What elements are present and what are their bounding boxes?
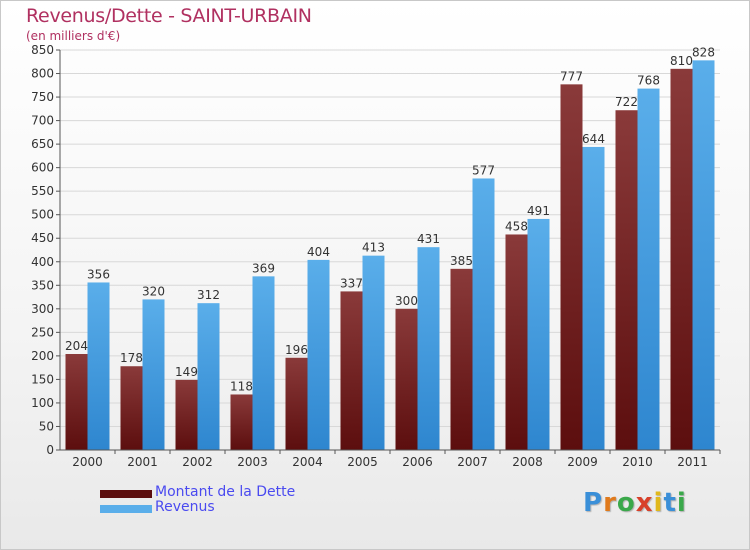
- y-tick-label: 600: [31, 161, 54, 175]
- logo-letter: o: [616, 488, 636, 518]
- logo-letter: P: [583, 488, 604, 518]
- bar-revenus: [142, 299, 165, 450]
- y-tick-label: 0: [46, 443, 54, 457]
- chart-subtitle: (en milliers d'€): [26, 29, 121, 43]
- legend-swatch-revenus: [100, 505, 152, 513]
- y-tick-label: 700: [31, 114, 54, 128]
- y-tick-label: 750: [31, 90, 54, 104]
- data-label-revenus: 644: [582, 132, 605, 146]
- labels-layer: 204 356 178 320 149 312 118 369 196 404 337 413 300 4…: [65, 45, 715, 393]
- bar-dette: [65, 354, 88, 450]
- legend-label-dette: Montant de la Dette: [155, 484, 296, 500]
- x-tick-label: 2011: [677, 455, 708, 469]
- data-label-dette: 196: [285, 343, 308, 357]
- data-label-dette: 204: [65, 339, 88, 353]
- x-tick-label: 2001: [127, 455, 158, 469]
- y-tick-label: 650: [31, 137, 54, 151]
- y-tick-label: 550: [31, 184, 54, 198]
- chart-title: Revenus/Dette - SAINT-URBAIN: [26, 5, 312, 27]
- bar-revenus: [527, 218, 550, 450]
- y-tick-label: 300: [31, 302, 54, 316]
- x-tick-label: 2005: [347, 455, 378, 469]
- data-label-revenus: 491: [527, 204, 550, 218]
- x-tick-label: 2008: [512, 455, 543, 469]
- bar-revenus: [362, 255, 385, 450]
- axis-layer: 0 50 100 150 200 250 300 350 400 450 500 550 600 650 7…: [31, 43, 721, 469]
- y-tick-label: 250: [31, 325, 54, 339]
- x-tick-label: 2009: [567, 455, 598, 469]
- data-label-dette: 810: [670, 54, 693, 68]
- data-label-dette: 722: [615, 95, 638, 109]
- data-label-revenus: 320: [142, 284, 165, 298]
- data-label-revenus: 356: [87, 267, 110, 281]
- bar-dette: [340, 291, 363, 450]
- legend-swatch-dette: [100, 490, 152, 498]
- bar-revenus: [637, 88, 660, 451]
- data-label-dette: 118: [230, 379, 253, 393]
- bar-revenus: [197, 303, 220, 450]
- bar-revenus: [252, 276, 275, 450]
- y-tick-label: 450: [31, 231, 54, 245]
- bar-revenus: [692, 60, 715, 451]
- bar-dette: [670, 68, 693, 450]
- y-tick-label: 50: [39, 419, 54, 433]
- data-label-revenus: 431: [417, 232, 440, 246]
- x-tick-label: 2004: [292, 455, 323, 469]
- bar-dette: [285, 357, 308, 450]
- data-label-revenus: 413: [362, 241, 385, 255]
- logo-letter: t: [663, 488, 677, 518]
- x-tick-label: 2002: [182, 455, 213, 469]
- y-tick-label: 800: [31, 67, 54, 81]
- y-tick-label: 500: [31, 208, 54, 222]
- logo-letter: r: [603, 488, 617, 518]
- y-tick-label: 850: [31, 43, 54, 57]
- x-tick-label: 2007: [457, 455, 488, 469]
- bar-dette: [505, 234, 528, 450]
- data-label-revenus: 768: [637, 74, 660, 88]
- data-label-dette: 178: [120, 351, 143, 365]
- x-tick-label: 2010: [622, 455, 653, 469]
- grid-layer: [60, 49, 720, 451]
- y-tick-label: 400: [31, 255, 54, 269]
- y-tick-label: 100: [31, 396, 54, 410]
- bar-dette: [395, 308, 418, 450]
- logo-letter: i: [676, 488, 687, 518]
- x-tick-label: 2003: [237, 455, 268, 469]
- bar-dette: [175, 379, 198, 450]
- proxiti-logo: Proxiti: [583, 488, 687, 518]
- y-tick-label: 200: [31, 349, 54, 363]
- bar-revenus: [582, 146, 605, 451]
- data-label-dette: 149: [175, 365, 198, 379]
- data-label-revenus: 312: [197, 288, 220, 302]
- bar-revenus: [87, 282, 110, 450]
- y-tick-label: 150: [31, 372, 54, 386]
- x-tick-label: 2006: [402, 455, 433, 469]
- bar-dette: [450, 268, 473, 450]
- bar-dette: [560, 84, 583, 451]
- data-label-dette: 300: [395, 294, 418, 308]
- logo-letter: i: [653, 488, 664, 518]
- bar-dette: [230, 394, 253, 450]
- y-tick-label: 350: [31, 278, 54, 292]
- logo-letter: x: [635, 488, 654, 518]
- bar-revenus: [307, 259, 330, 450]
- data-label-revenus: 828: [692, 45, 715, 59]
- bar-revenus: [417, 247, 440, 450]
- legend-label-revenus: Revenus: [155, 499, 215, 515]
- data-label-dette: 458: [505, 219, 528, 233]
- data-label-revenus: 404: [307, 245, 330, 259]
- bar-dette: [615, 110, 638, 450]
- bars-layer: [65, 60, 715, 451]
- data-label-revenus: 369: [252, 261, 275, 275]
- data-label-dette: 777: [560, 69, 583, 83]
- data-label-dette: 337: [340, 276, 363, 290]
- bar-revenus: [472, 178, 495, 450]
- data-label-revenus: 577: [472, 163, 495, 177]
- data-label-dette: 385: [450, 254, 473, 268]
- x-tick-label: 2000: [72, 455, 103, 469]
- bar-dette: [120, 366, 143, 450]
